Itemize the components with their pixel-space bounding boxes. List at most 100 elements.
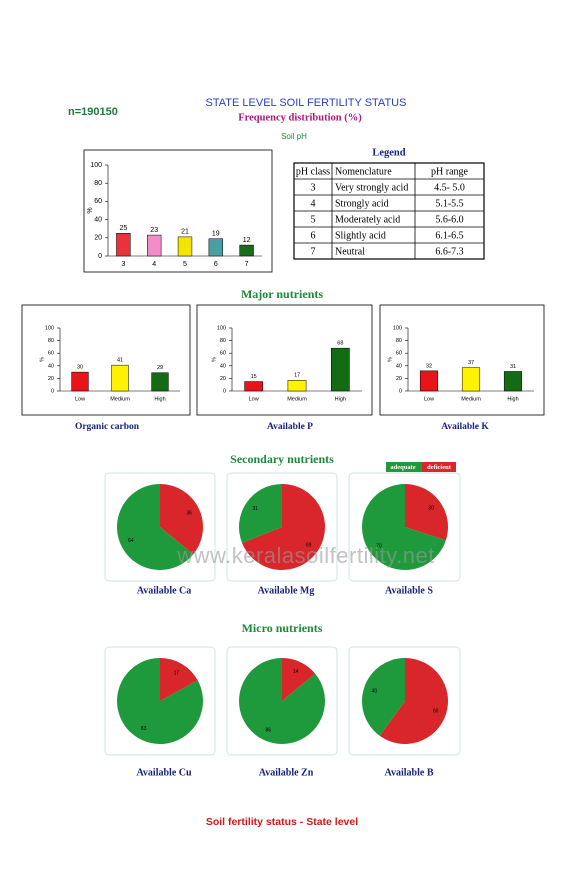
pie-slice — [117, 484, 194, 570]
data-label: 30 — [77, 365, 83, 371]
table-cell: 7 — [311, 246, 316, 257]
table-cell: pH class — [296, 166, 330, 177]
bar — [208, 238, 223, 257]
slice-label: 86 — [265, 728, 271, 734]
pie-slice — [379, 658, 449, 744]
x-tick-label: 4 — [152, 261, 156, 268]
slice-label: 69 — [306, 542, 312, 548]
x-tick-label: Medium — [110, 396, 130, 402]
table-cell: Slightly acid — [335, 230, 386, 241]
pie-slice — [160, 484, 204, 555]
bar — [419, 370, 439, 392]
pie-box — [104, 646, 216, 756]
slice-label: 30 — [428, 505, 434, 511]
table-cell: 4 — [311, 198, 316, 209]
chart-caption: Available Cu — [136, 767, 192, 778]
chart-title: Soil pH — [281, 132, 307, 141]
footer: Soil fertility status - State level — [206, 816, 358, 828]
y-axis-label: % — [387, 357, 393, 362]
slice-label: 17 — [174, 671, 180, 677]
pie-slice — [242, 484, 325, 571]
x-tick-label: High — [154, 396, 165, 402]
y-tick-label: 40 — [48, 363, 54, 369]
table-cell: Nomenclature — [335, 166, 392, 177]
pie-box — [348, 472, 461, 582]
y-tick-label: 60 — [396, 351, 402, 357]
bar — [244, 381, 264, 392]
pie-box — [104, 472, 216, 582]
table-cell: 4.5- 5.0 — [434, 182, 465, 193]
legend-swatch — [386, 462, 422, 472]
y-tick-label: 80 — [220, 338, 226, 344]
pie-slice — [361, 484, 446, 570]
section-title: Secondary nutrients — [230, 452, 334, 466]
sample-count: n=190150 — [68, 106, 118, 118]
table-cell: 5.1-5.5 — [435, 198, 463, 209]
pie-slice — [160, 658, 198, 701]
table-cell: pH range — [431, 166, 468, 177]
data-label: 68 — [337, 341, 343, 347]
bar — [151, 372, 169, 392]
data-label: 19 — [212, 231, 220, 238]
slice-label: 83 — [141, 726, 147, 732]
pie-slice — [116, 658, 203, 744]
x-tick-label: High — [335, 396, 346, 402]
data-label: 23 — [150, 227, 158, 234]
data-label: 29 — [157, 365, 163, 371]
slice-label: 14 — [293, 669, 299, 675]
section-title: Major nutrients — [241, 287, 323, 301]
page-title: STATE LEVEL SOIL FERTILITY STATUS — [206, 97, 407, 109]
data-label: 12 — [243, 237, 251, 244]
pie-box — [226, 472, 338, 582]
x-tick-label: Low — [424, 396, 434, 402]
chart-caption: Available K — [441, 422, 489, 432]
table-cell: 5.6-6.0 — [435, 214, 463, 225]
chart-caption: Available S — [385, 585, 433, 596]
bar — [71, 371, 89, 392]
y-tick-label: 0 — [223, 388, 226, 394]
pie-slice — [362, 657, 405, 736]
x-tick-label: Low — [249, 396, 259, 402]
data-label: 32 — [426, 363, 432, 369]
legend-swatch — [422, 462, 456, 472]
section-title: Micro nutrients — [242, 621, 323, 635]
legend-label: deficient — [427, 464, 452, 471]
x-tick-label: Medium — [461, 396, 481, 402]
y-tick-label: 40 — [396, 363, 402, 369]
bar — [111, 364, 129, 392]
y-tick-label: 60 — [220, 351, 226, 357]
y-tick-label: 20 — [48, 376, 54, 382]
y-axis-label: % — [87, 207, 94, 213]
table-cell: Strongly acid — [335, 198, 389, 209]
y-tick-label: 100 — [45, 325, 54, 331]
bar — [239, 244, 254, 257]
y-axis-label: % — [211, 357, 217, 362]
bar — [147, 234, 162, 257]
pie-slice — [405, 484, 448, 541]
data-label: 31 — [510, 364, 516, 370]
bar — [503, 371, 523, 392]
chart-box — [21, 304, 191, 416]
chart-box — [379, 304, 545, 416]
chart-caption: Available Zn — [259, 767, 314, 778]
data-label: 41 — [117, 358, 123, 364]
legend-label: adequate — [390, 464, 415, 471]
y-tick-label: 40 — [220, 363, 226, 369]
table-cell: 3 — [311, 182, 316, 193]
table-cell: 6.1-6.5 — [435, 230, 463, 241]
page-subtitle: Frequency distribution (%) — [238, 112, 362, 123]
slice-label: 60 — [433, 708, 439, 714]
chart-caption: Available P — [267, 422, 313, 432]
chart-caption: Organic carbon — [75, 422, 140, 432]
chart-box — [196, 304, 373, 416]
y-tick-label: 0 — [98, 253, 102, 260]
slice-label: 70 — [376, 543, 382, 549]
y-tick-label: 80 — [94, 180, 102, 187]
chart-caption: Available Ca — [137, 585, 192, 596]
bar — [461, 367, 481, 392]
y-tick-label: 40 — [94, 216, 102, 223]
x-tick-label: 6 — [214, 261, 218, 268]
pie-slice — [282, 658, 316, 701]
slice-label: 64 — [128, 538, 134, 544]
